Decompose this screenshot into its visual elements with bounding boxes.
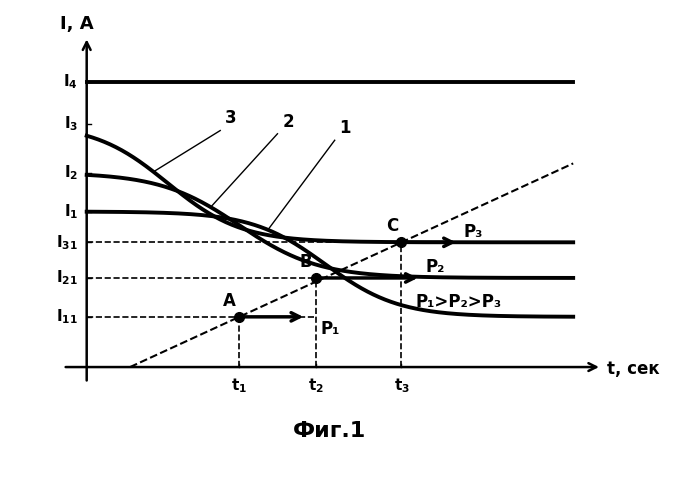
Text: $\mathbf{t_2}$: $\mathbf{t_2}$	[307, 376, 324, 395]
Text: $\mathbf{I_{21}}$: $\mathbf{I_{21}}$	[56, 268, 78, 287]
Text: $\mathbf{I_4}$: $\mathbf{I_4}$	[63, 72, 78, 92]
Text: A: A	[223, 292, 236, 310]
Text: $\mathbf{t_3}$: $\mathbf{t_3}$	[394, 376, 409, 395]
Text: $\mathbf{I_{31}}$: $\mathbf{I_{31}}$	[56, 233, 78, 252]
Text: P₁: P₁	[320, 320, 340, 338]
Text: t, сек: t, сек	[607, 360, 659, 378]
Text: $\mathbf{t_1}$: $\mathbf{t_1}$	[231, 376, 247, 395]
Text: $\mathbf{I_{11}}$: $\mathbf{I_{11}}$	[56, 308, 78, 326]
Text: 3: 3	[225, 110, 237, 128]
Text: 1: 1	[340, 119, 351, 137]
Text: $\mathbf{I_1}$: $\mathbf{I_1}$	[63, 202, 78, 221]
Text: I, А: I, А	[61, 16, 94, 34]
Text: $\mathbf{I_3}$: $\mathbf{I_3}$	[64, 114, 78, 134]
Text: P₂: P₂	[425, 258, 445, 276]
Text: Фиг.1: Фиг.1	[293, 422, 367, 442]
Text: C: C	[386, 217, 398, 235]
Text: B: B	[300, 253, 313, 271]
Text: P₃: P₃	[464, 222, 483, 240]
Text: $\mathbf{I_2}$: $\mathbf{I_2}$	[64, 164, 78, 182]
Text: 2: 2	[282, 112, 294, 130]
Text: P₁>P₂>P₃: P₁>P₂>P₃	[416, 294, 502, 312]
